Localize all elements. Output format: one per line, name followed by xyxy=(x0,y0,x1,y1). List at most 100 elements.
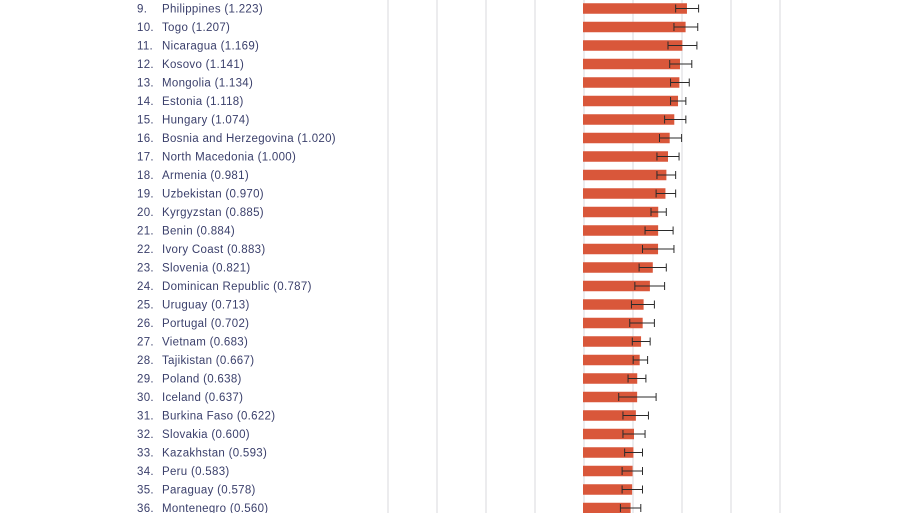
error-bar-montenegro xyxy=(619,504,642,512)
country-label: Paraguay (0.578) xyxy=(162,485,256,497)
bar-ivory-coast xyxy=(583,243,659,255)
error-bar-armenia xyxy=(656,171,677,179)
bar-nicaragua xyxy=(583,40,683,51)
rank-label: 13. xyxy=(137,78,154,90)
error-bar-vietnam xyxy=(631,337,651,346)
bar-philippines xyxy=(583,3,687,14)
rank-label: 22. xyxy=(137,244,154,256)
rank-label: 21. xyxy=(137,226,154,238)
bar-hungary xyxy=(583,114,675,125)
rank-label: 14. xyxy=(137,96,154,108)
country-label: Burkina Faso (0.622) xyxy=(162,411,275,423)
rank-label: 11. xyxy=(137,41,153,53)
error-bar-kazakhstan xyxy=(624,448,643,457)
country-label: Hungary (1.074) xyxy=(162,115,250,127)
rank-label: 32. xyxy=(137,429,154,441)
error-bar-bosnia-and-herzegovina xyxy=(659,134,683,142)
rank-label: 15. xyxy=(137,115,154,127)
bar-kazakhstan xyxy=(583,447,634,458)
bar-montenegro xyxy=(583,502,631,513)
bar-togo xyxy=(583,21,686,33)
bar-vietnam xyxy=(583,336,642,347)
error-bar-ivory-coast xyxy=(642,245,675,253)
bar-burkina-faso xyxy=(583,410,636,421)
bar-uruguay xyxy=(583,299,644,310)
error-bar-peru xyxy=(621,467,643,475)
rank-label: 28. xyxy=(137,355,154,367)
rank-label: 27. xyxy=(137,337,154,349)
error-bar-slovenia xyxy=(638,263,667,272)
rank-label: 31. xyxy=(137,411,154,423)
country-label: Iceland (0.637) xyxy=(162,392,243,404)
country-label: Uruguay (0.713) xyxy=(162,300,250,312)
bar-bosnia-and-herzegovina xyxy=(583,132,670,144)
error-bar-nicaragua xyxy=(667,41,698,50)
error-bar-iceland xyxy=(618,393,657,401)
rank-label: 10. xyxy=(137,22,154,34)
country-label: Vietnam (0.683) xyxy=(162,337,248,349)
country-label: North Macedonia (1.000) xyxy=(162,152,296,164)
error-bar-poland xyxy=(627,374,647,383)
bar-mongolia xyxy=(583,77,680,88)
rank-label: 34. xyxy=(137,466,154,478)
rank-label: 29. xyxy=(137,374,154,386)
rank-label: 35. xyxy=(137,485,154,497)
error-bar-benin xyxy=(644,226,674,235)
bar-north-macedonia xyxy=(583,151,668,162)
error-bar-uzbekistan xyxy=(655,189,677,198)
bar-armenia xyxy=(583,169,667,181)
error-bar-philippines xyxy=(675,4,700,13)
bar-benin xyxy=(583,225,659,236)
rank-label: 33. xyxy=(137,448,154,460)
rank-label: 17. xyxy=(137,152,154,164)
bar-paraguay xyxy=(583,484,633,495)
error-bar-tajikistan xyxy=(632,356,649,364)
country-label: Kosovo (1.141) xyxy=(162,59,244,71)
country-label: Nicaragua (1.169) xyxy=(162,41,259,53)
country-label: Portugal (0.702) xyxy=(162,318,249,330)
rank-label: 26. xyxy=(137,318,154,330)
rank-label: 30. xyxy=(137,392,154,404)
rank-label: 24. xyxy=(137,281,154,293)
bar-estonia xyxy=(583,95,679,107)
error-bar-togo xyxy=(673,23,699,31)
country-label: Togo (1.207) xyxy=(162,22,230,34)
bar-poland xyxy=(583,373,638,384)
error-bar-north-macedonia xyxy=(656,152,680,161)
bar-tajikistan xyxy=(583,354,640,366)
rank-label: 19. xyxy=(137,189,154,201)
country-label: Slovenia (0.821) xyxy=(162,263,251,275)
bar-slovakia xyxy=(583,428,634,440)
country-label: Slovakia (0.600) xyxy=(162,429,250,441)
bar-kyrgyzstan xyxy=(583,206,659,218)
rank-label: 36. xyxy=(137,503,154,513)
bar-peru xyxy=(583,465,633,477)
country-label: Kazakhstan (0.593) xyxy=(162,448,267,460)
error-bar-slovakia xyxy=(622,430,646,438)
country-label: Bosnia and Herzegovina (1.020) xyxy=(162,133,336,145)
row-labels: 9. Philippines (1.223) 10. Togo (1.207) 11. N… xyxy=(137,4,336,513)
country-label: Benin (0.884) xyxy=(162,226,235,238)
country-label: Dominican Republic (0.787) xyxy=(162,281,312,293)
rank-label: 12. xyxy=(137,59,154,71)
rank-label: 9. xyxy=(137,4,147,16)
rank-label: 16. xyxy=(137,133,154,145)
country-label: Kyrgyzstan (0.885) xyxy=(162,207,264,219)
rank-label: 25. xyxy=(137,300,154,312)
rank-label: 20. xyxy=(137,207,154,219)
error-bar-burkina-faso xyxy=(622,411,649,420)
country-label: Peru (0.583) xyxy=(162,466,230,478)
error-bar-dominican-republic xyxy=(634,282,666,290)
country-label: Armenia (0.981) xyxy=(162,170,249,182)
country-label: Tajikistan (0.667) xyxy=(162,355,254,367)
rank-label: 18. xyxy=(137,170,154,182)
country-label: Montenegro (0.560) xyxy=(162,503,268,513)
rank-label: 23. xyxy=(137,263,154,275)
country-label: Poland (0.638) xyxy=(162,374,242,386)
error-bar-mongolia xyxy=(670,78,690,87)
bar-kosovo xyxy=(583,58,680,70)
bar-iceland xyxy=(583,391,638,403)
error-bar-kyrgyzstan xyxy=(650,208,667,216)
